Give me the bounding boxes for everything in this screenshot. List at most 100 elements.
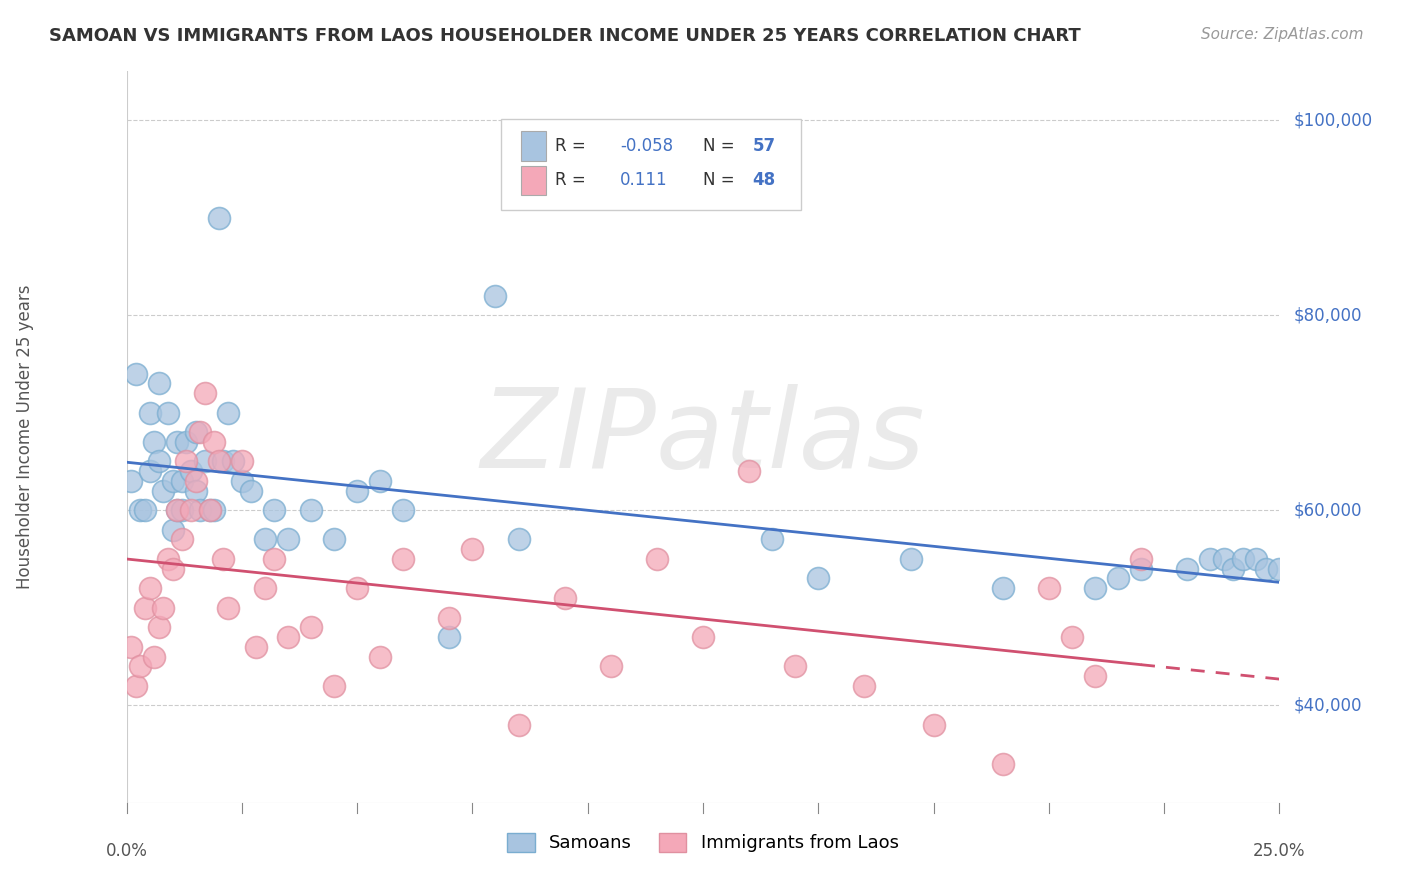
Point [1084, 581, 1107, 595]
Point [176, 454, 198, 468]
Point [1130, 552, 1153, 566]
Text: -0.058: -0.058 [620, 137, 673, 155]
Point [508, 718, 530, 732]
Point [323, 533, 346, 547]
Point [188, 425, 211, 440]
Text: $80,000: $80,000 [1294, 306, 1362, 324]
Point [991, 756, 1014, 771]
Point [166, 503, 188, 517]
Point [738, 464, 761, 478]
Point [166, 434, 188, 449]
Point [1060, 630, 1083, 644]
Text: $60,000: $60,000 [1294, 501, 1362, 519]
Point [125, 679, 148, 693]
Point [202, 434, 225, 449]
Text: 25.0%: 25.0% [1253, 842, 1306, 860]
Point [240, 483, 263, 498]
Point [554, 591, 576, 605]
Text: R =: R = [555, 171, 592, 189]
Point [484, 288, 506, 302]
Point [853, 679, 876, 693]
Point [217, 600, 239, 615]
FancyBboxPatch shape [520, 131, 546, 161]
Point [277, 630, 299, 644]
Point [253, 533, 276, 547]
Point [125, 367, 148, 381]
Point [157, 552, 180, 566]
Point [1130, 562, 1153, 576]
Point [152, 483, 174, 498]
Point [991, 581, 1014, 595]
Point [1107, 572, 1129, 586]
Point [208, 211, 231, 225]
Text: $40,000: $40,000 [1294, 697, 1362, 714]
Point [761, 533, 783, 547]
Point [900, 552, 922, 566]
Point [392, 552, 415, 566]
Point [368, 649, 391, 664]
Point [277, 533, 299, 547]
Point [184, 425, 207, 440]
Point [138, 464, 160, 478]
Point [1199, 552, 1222, 566]
Point [231, 454, 253, 468]
FancyBboxPatch shape [502, 119, 801, 211]
Point [439, 630, 461, 644]
Point [162, 523, 184, 537]
Point [299, 620, 322, 634]
Point [198, 503, 221, 517]
Point [180, 464, 202, 478]
Point [202, 503, 225, 517]
Text: 57: 57 [752, 137, 776, 155]
Point [120, 474, 142, 488]
Point [162, 562, 184, 576]
Point [148, 620, 170, 634]
Text: Source: ZipAtlas.com: Source: ZipAtlas.com [1201, 27, 1364, 42]
Point [1213, 552, 1236, 566]
Point [922, 718, 945, 732]
Text: SAMOAN VS IMMIGRANTS FROM LAOS HOUSEHOLDER INCOME UNDER 25 YEARS CORRELATION CHA: SAMOAN VS IMMIGRANTS FROM LAOS HOUSEHOLD… [49, 27, 1081, 45]
Point [152, 600, 174, 615]
Text: ZIPatlas: ZIPatlas [481, 384, 925, 491]
Point [221, 454, 243, 468]
Point [368, 474, 391, 488]
Point [1268, 562, 1291, 576]
Point [245, 640, 267, 654]
Point [184, 483, 207, 498]
Point [263, 503, 285, 517]
Text: R =: R = [555, 137, 592, 155]
Point [253, 581, 276, 595]
Point [785, 659, 807, 673]
Point [148, 376, 170, 391]
Point [184, 474, 207, 488]
FancyBboxPatch shape [520, 166, 546, 195]
Point [1175, 562, 1198, 576]
Point [208, 454, 231, 468]
Point [346, 581, 368, 595]
Point [1038, 581, 1060, 595]
Point [231, 474, 253, 488]
Point [194, 454, 217, 468]
Point [134, 600, 156, 615]
Point [1254, 562, 1277, 576]
Text: N =: N = [703, 137, 740, 155]
Point [263, 552, 285, 566]
Text: Householder Income Under 25 years: Householder Income Under 25 years [15, 285, 34, 590]
Point [129, 659, 152, 673]
Point [599, 659, 621, 673]
Point [323, 679, 346, 693]
Point [1222, 562, 1244, 576]
Point [180, 503, 202, 517]
Point [188, 503, 211, 517]
Point [157, 406, 180, 420]
Text: N =: N = [703, 171, 740, 189]
Point [1246, 552, 1268, 566]
Text: 0.0%: 0.0% [105, 842, 148, 860]
Point [138, 581, 160, 595]
Point [1084, 669, 1107, 683]
Point [212, 454, 235, 468]
Legend: Samoans, Immigrants from Laos: Samoans, Immigrants from Laos [501, 826, 905, 860]
Point [143, 434, 166, 449]
Text: 0.111: 0.111 [620, 171, 668, 189]
Point [166, 503, 188, 517]
